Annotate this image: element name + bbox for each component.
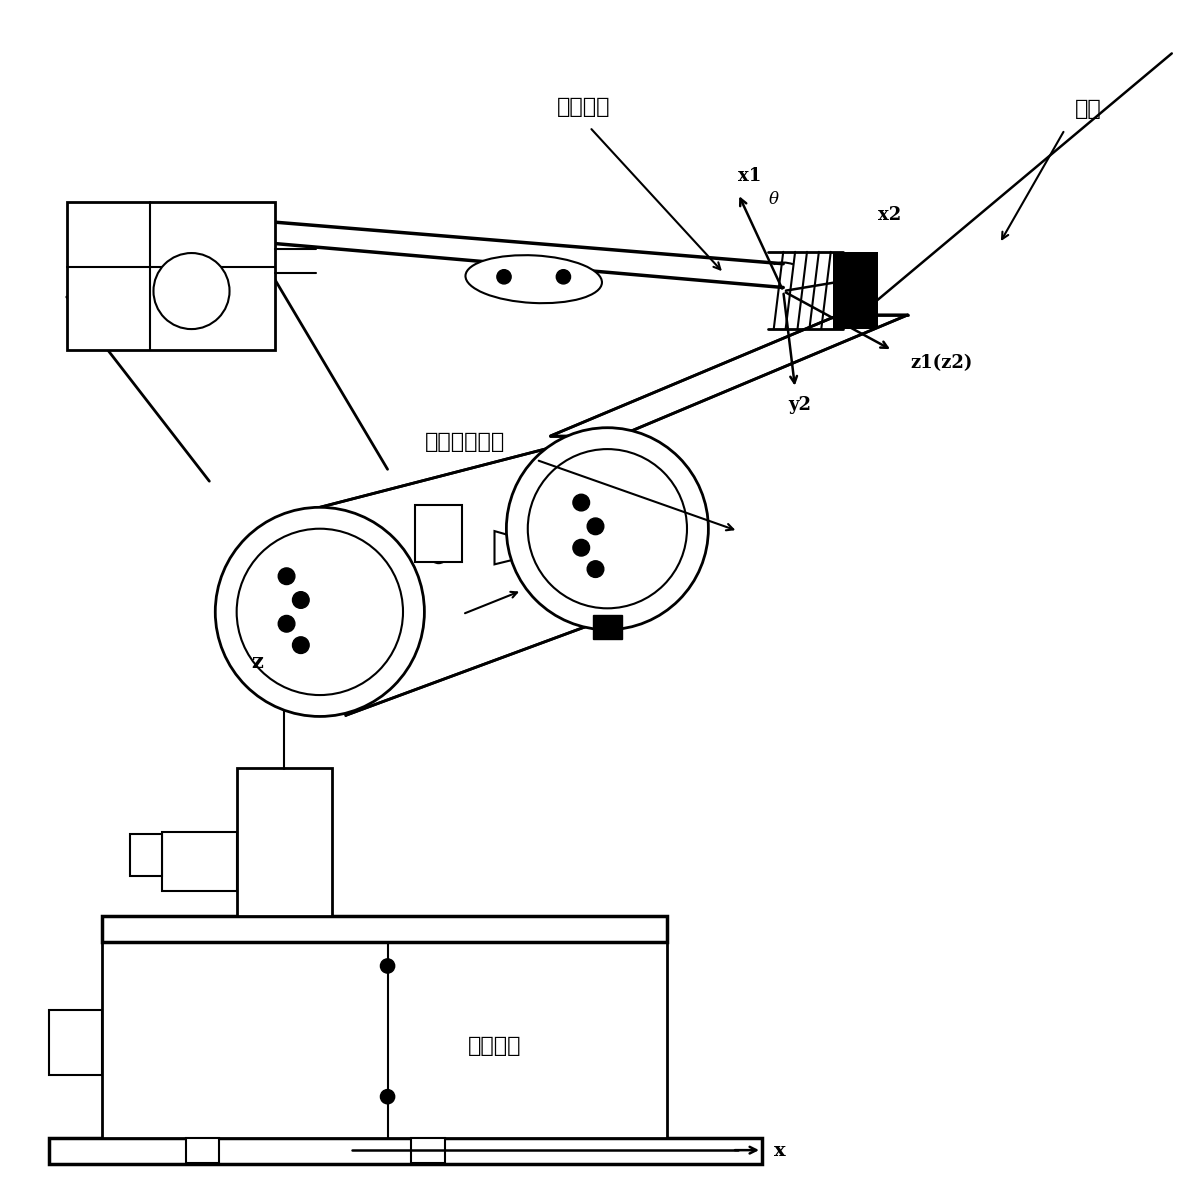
Bar	[49, 1010, 102, 1075]
Ellipse shape	[425, 523, 451, 563]
Bar	[237, 768, 332, 916]
Text: y2: y2	[788, 396, 811, 414]
Bar	[411, 1139, 444, 1163]
Text: x: x	[774, 1142, 786, 1160]
Circle shape	[380, 959, 394, 973]
Circle shape	[497, 270, 511, 284]
Text: 工具: 工具	[1075, 100, 1102, 119]
Circle shape	[380, 1090, 394, 1104]
Bar	[834, 252, 878, 329]
Circle shape	[556, 270, 570, 284]
Circle shape	[587, 560, 604, 577]
Circle shape	[237, 529, 403, 695]
Circle shape	[528, 449, 687, 608]
Circle shape	[279, 568, 295, 584]
Bar	[102, 916, 667, 942]
Circle shape	[154, 253, 230, 329]
Text: z1(z2): z1(z2)	[910, 354, 973, 372]
Text: 末端法兰: 末端法兰	[557, 97, 610, 116]
Circle shape	[587, 518, 604, 535]
Circle shape	[216, 508, 424, 716]
Circle shape	[573, 494, 590, 511]
Bar	[593, 616, 622, 640]
Bar	[162, 832, 237, 892]
Bar	[130, 834, 162, 876]
Text: x2: x2	[878, 205, 902, 223]
Text: z: z	[251, 652, 263, 672]
Polygon shape	[494, 532, 557, 564]
Circle shape	[573, 540, 590, 556]
Text: 基坐标系: 基坐标系	[468, 1036, 522, 1056]
Circle shape	[506, 427, 709, 630]
Bar	[186, 1139, 219, 1163]
Ellipse shape	[466, 256, 601, 304]
Bar	[414, 505, 462, 562]
Circle shape	[293, 637, 310, 654]
Bar	[102, 942, 667, 1139]
Text: x1: x1	[738, 167, 761, 185]
Text: 六维力传感器: 六维力传感器	[425, 432, 505, 452]
Text: z: z	[251, 652, 263, 672]
Bar	[49, 1139, 762, 1164]
Polygon shape	[320, 436, 619, 715]
Circle shape	[279, 616, 295, 632]
Circle shape	[293, 592, 310, 608]
Text: θ: θ	[768, 191, 779, 209]
Bar	[67, 202, 275, 350]
Polygon shape	[550, 314, 908, 436]
